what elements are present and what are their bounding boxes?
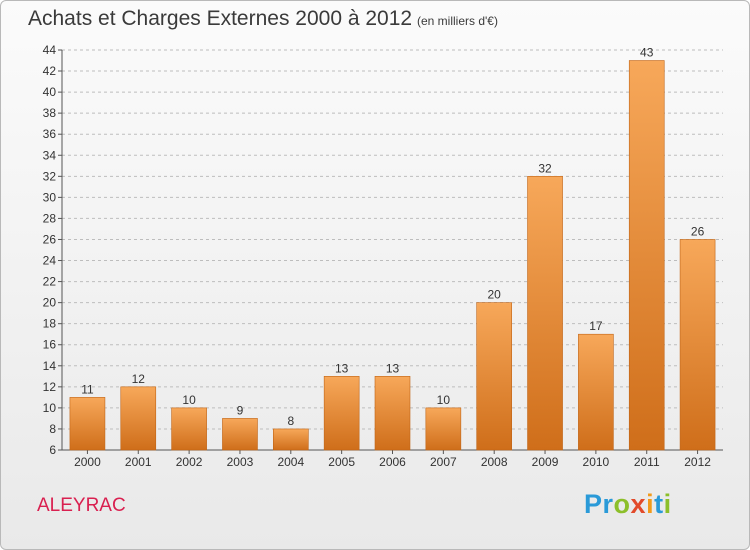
bar-2002 [171, 407, 207, 451]
x-tick-label-2012: 2012 [684, 455, 711, 469]
y-tick-label: 20 [43, 296, 57, 310]
x-tick-label-2001: 2001 [125, 455, 152, 469]
logo-letter: i [646, 489, 655, 519]
bar-2009 [527, 176, 563, 451]
logo-letter: P [584, 489, 603, 519]
y-tick-label: 42 [43, 64, 57, 78]
bar-2004 [273, 428, 309, 451]
y-tick-label: 36 [43, 127, 57, 141]
y-tick-label: 16 [43, 338, 57, 352]
y-tick-label: 30 [43, 190, 57, 204]
bar-2005 [323, 376, 360, 451]
y-tick-label: 12 [43, 380, 57, 394]
value-label-2000: 11 [81, 382, 94, 396]
logo-letter: r [602, 489, 614, 519]
value-label-2009: 32 [538, 161, 552, 175]
y-tick-label: 6 [49, 443, 56, 457]
value-label-2005: 13 [335, 361, 349, 375]
proxiti-logo: Proxiti [584, 489, 672, 520]
y-tick-label: 38 [43, 106, 57, 120]
value-label-2002: 10 [182, 393, 196, 407]
bar-2008 [476, 302, 512, 451]
value-label-2011: 43 [640, 46, 654, 60]
bar-2003 [222, 418, 258, 451]
value-label-2010: 17 [589, 319, 603, 333]
value-label-2008: 20 [488, 288, 502, 302]
bar-2000 [69, 397, 106, 451]
y-tick-label: 34 [43, 148, 57, 162]
y-tick-label: 26 [43, 232, 57, 246]
logo-letter: o [613, 489, 631, 519]
y-tick-label: 22 [43, 275, 57, 289]
logo-letter: i [663, 489, 672, 519]
value-label-2006: 13 [386, 361, 400, 375]
bar-2010 [578, 333, 614, 451]
logo-letter: x [630, 489, 647, 519]
x-tick-label-2004: 2004 [277, 455, 304, 469]
x-tick-label-2002: 2002 [176, 455, 203, 469]
x-tick-label-2009: 2009 [532, 455, 559, 469]
y-tick-label: 18 [43, 317, 57, 331]
y-tick-label: 14 [43, 359, 57, 373]
value-label-2012: 26 [691, 224, 705, 238]
chart-subtitle: (en milliers d'€) [417, 14, 498, 28]
chart-title: Achats et Charges Externes 2000 à 2012 [28, 7, 413, 30]
value-label-2003: 9 [237, 403, 244, 417]
bars [69, 60, 716, 451]
value-label-2004: 8 [287, 414, 294, 428]
y-tick-label: 40 [43, 85, 57, 99]
x-tick-label-2003: 2003 [227, 455, 254, 469]
y-tick-label: 32 [43, 169, 57, 183]
bar-2011 [628, 60, 665, 451]
x-tick-label-2007: 2007 [430, 455, 457, 469]
bar-2006 [374, 376, 411, 451]
bar-2001 [120, 386, 157, 451]
bar-2007 [425, 407, 462, 451]
x-tick-label-2011: 2011 [634, 455, 660, 469]
x-tick-label-2010: 2010 [583, 455, 610, 469]
y-tick-label: 24 [43, 254, 57, 268]
x-tick-label-2000: 2000 [74, 455, 101, 469]
bar-2012 [679, 239, 716, 451]
town-name: ALEYRAC [37, 495, 126, 516]
y-tick-label: 44 [43, 43, 57, 57]
value-label-2001: 12 [132, 372, 146, 386]
x-tick-label-2005: 2005 [328, 455, 355, 469]
x-tick-label-2006: 2006 [379, 455, 406, 469]
y-tick-label: 8 [49, 422, 56, 436]
y-tick-label: 10 [43, 401, 57, 415]
x-tick-label-2008: 2008 [481, 455, 508, 469]
y-tick-label: 28 [43, 211, 57, 225]
labels: 6 8 10 12 14 16 18 20 22 24 26 28 30 32 34 36 38 40 42 44 11… [43, 43, 712, 469]
value-label-2007: 10 [437, 393, 451, 407]
logo-letter: t [654, 489, 664, 519]
